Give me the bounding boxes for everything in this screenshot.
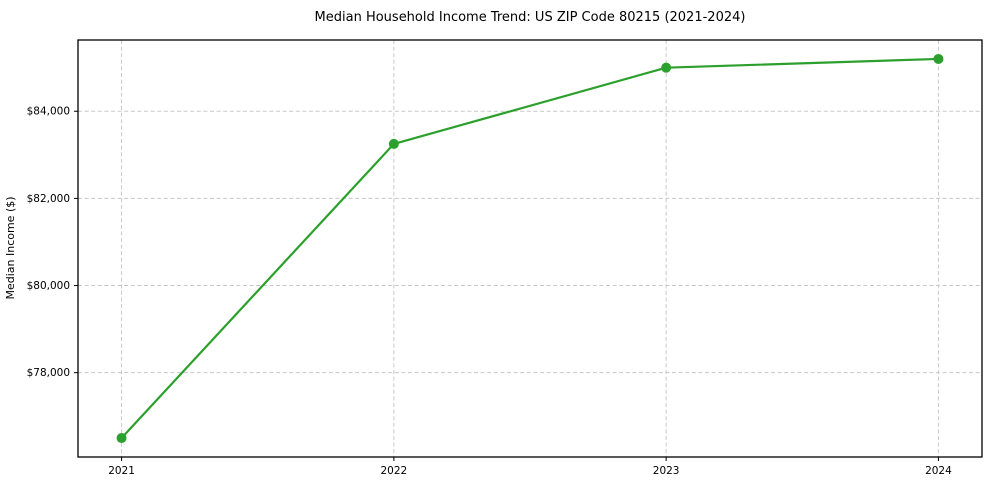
y-tick-label-80000: $80,000 xyxy=(27,280,70,292)
x-tick-labels: 2021 2022 2023 2024 xyxy=(108,465,952,477)
y-tick-label-82000: $82,000 xyxy=(27,193,70,205)
x-tick-label-2024: 2024 xyxy=(925,465,952,477)
chart-title: Median Household Income Trend: US ZIP Co… xyxy=(315,10,746,25)
income-trend-line xyxy=(120,57,940,440)
gridlines xyxy=(78,40,982,457)
y-tick-labels: $78,000 $80,000 $82,000 $84,000 xyxy=(27,106,70,379)
y-axis-label: Median Income ($) xyxy=(4,196,17,299)
y-tick-label-78000: $78,000 xyxy=(27,367,70,379)
plot-border xyxy=(77,39,983,458)
data-point-2022 xyxy=(388,138,399,149)
income-line-series xyxy=(116,53,944,444)
data-point-2021 xyxy=(116,433,127,444)
x-tick-label-2022: 2022 xyxy=(380,465,407,477)
y-tick-label-84000: $84,000 xyxy=(27,106,70,118)
x-tick-label-2021: 2021 xyxy=(108,465,135,477)
data-point-2024 xyxy=(933,53,944,64)
x-tick-label-2023: 2023 xyxy=(653,465,680,477)
data-point-2023 xyxy=(661,62,672,73)
axis-tick-marks xyxy=(74,110,939,461)
